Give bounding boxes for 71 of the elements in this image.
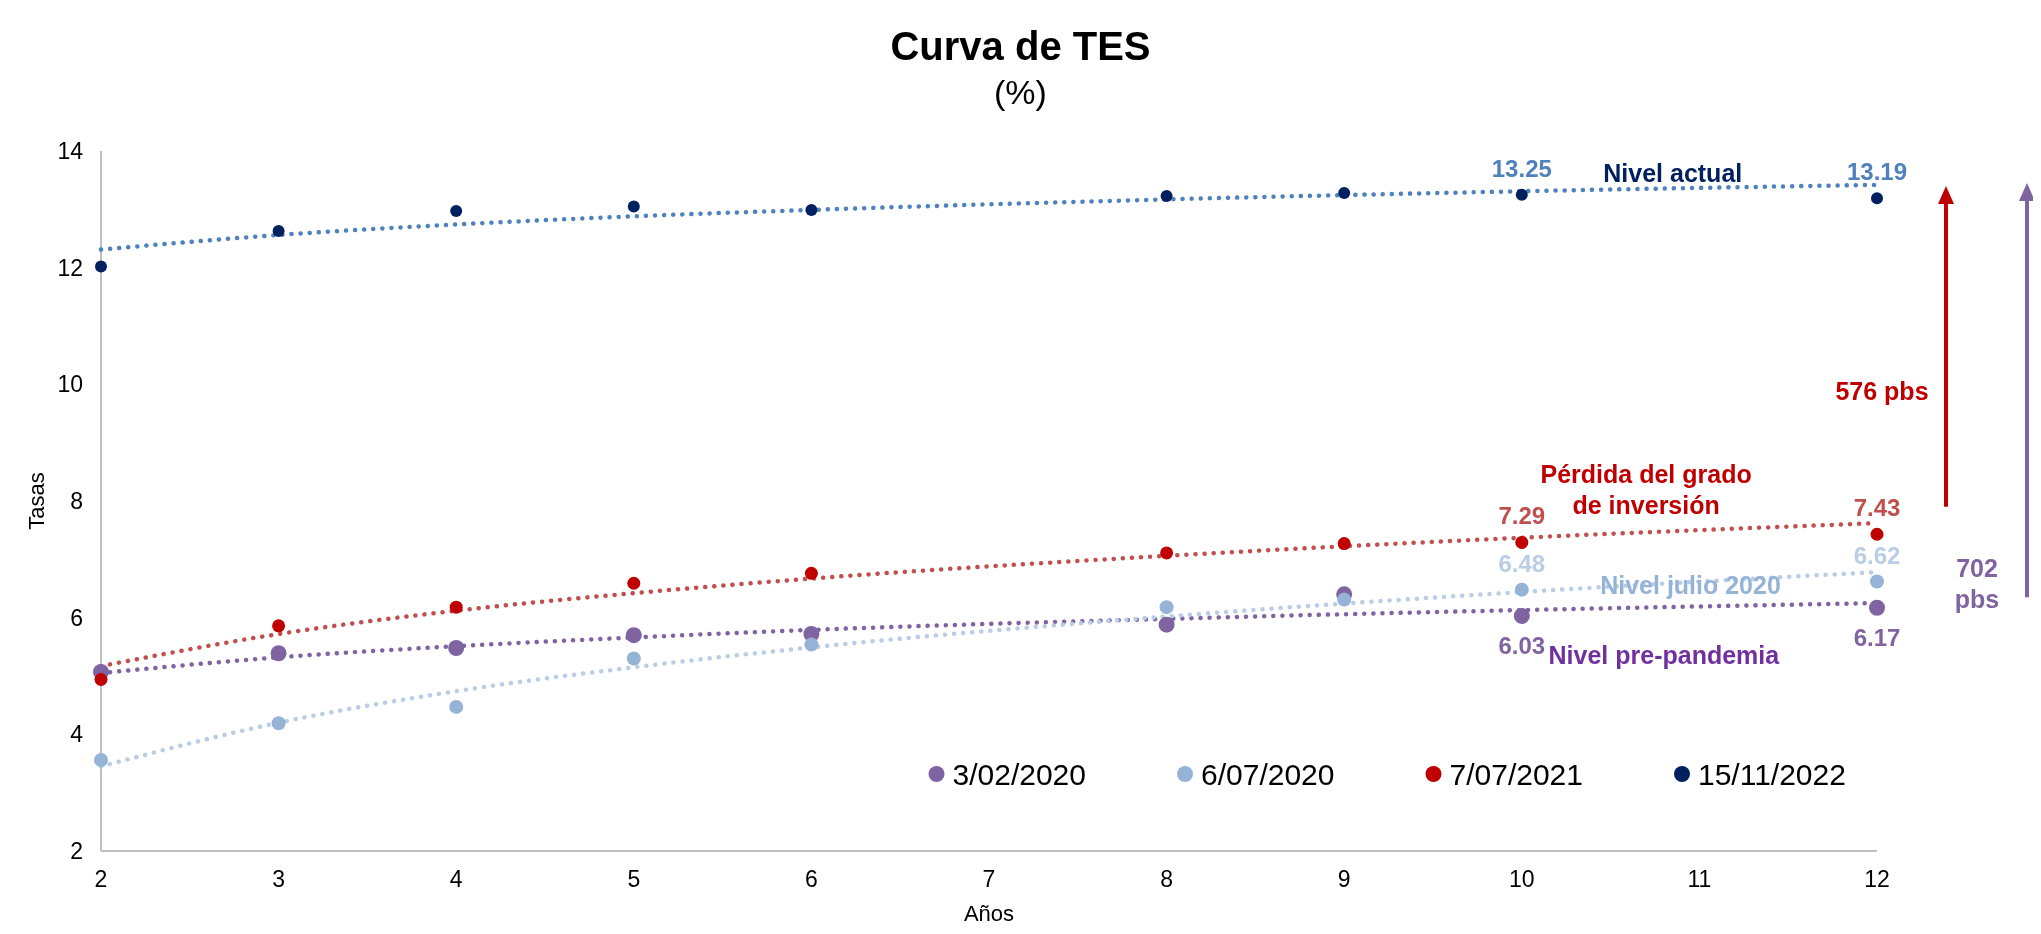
x-tick-label: 7 (982, 866, 996, 892)
y-tick-label: 4 (70, 721, 84, 748)
annotation: Nivel pre-pandemia (1548, 640, 1781, 669)
point (1515, 188, 1528, 201)
point (1515, 535, 1529, 549)
y-axis-title: Tasas (24, 472, 49, 530)
annotation: Nivel julio 2020 (1600, 570, 1781, 599)
point (804, 637, 819, 652)
x-tick-label: 4 (449, 866, 463, 892)
text: 702 pbs (1954, 553, 2000, 613)
x-tick-label: 2 (94, 866, 108, 892)
point (1159, 600, 1174, 615)
point (627, 200, 640, 213)
x-tick-label: 5 (627, 866, 641, 892)
point (272, 224, 285, 237)
data-label: 13.25 (1491, 154, 1552, 182)
data-label: 6.48 (1498, 549, 1546, 577)
point (1869, 599, 1885, 616)
chart-title: Curva de TES (890, 24, 1151, 68)
point (270, 645, 287, 662)
x-tick-label: 11 (1687, 866, 1712, 892)
point (450, 205, 463, 218)
y-tick-label: 8 (70, 488, 83, 514)
data-label: 13.19 (1846, 158, 1908, 186)
y-tick-label: 2 (70, 838, 83, 864)
legend-label: 7/07/2021 (1449, 758, 1583, 791)
point (94, 753, 108, 767)
y-tick-label: 10 (57, 371, 83, 398)
point (94, 673, 108, 686)
data-label: 7.43 (1853, 494, 1901, 522)
point (1158, 616, 1175, 633)
legend-label: 3/02/2020 (952, 758, 1086, 791)
point (1870, 574, 1884, 589)
point (449, 600, 463, 614)
point (1337, 537, 1351, 551)
point (1514, 582, 1529, 597)
x-tick-label: 12 (1864, 866, 1890, 892)
point (448, 640, 465, 656)
annotation: 576 pbs (1835, 377, 1929, 406)
data-label: 6.03 (1498, 631, 1546, 659)
annotation: Nivel actual (1603, 159, 1743, 188)
y-tick-label: 6 (70, 604, 83, 631)
point (804, 566, 818, 580)
x-axis-title: Años (963, 901, 1015, 926)
y-tick-label: 12 (57, 254, 83, 281)
legend-label: 6/07/2020 (1201, 758, 1335, 791)
x-tick-label: 3 (272, 866, 285, 892)
point (805, 203, 818, 216)
point (627, 576, 641, 590)
point (449, 699, 464, 714)
point (1160, 189, 1173, 202)
x-tick-label: 6 (805, 866, 818, 892)
point (271, 716, 286, 731)
data-label: 6.62 (1853, 541, 1901, 569)
point (1513, 607, 1530, 624)
point (626, 651, 641, 666)
point (1870, 527, 1884, 541)
point (625, 627, 642, 644)
legend-label: 15/11/2022 (1698, 758, 1846, 791)
point (1160, 546, 1174, 560)
point (1338, 187, 1351, 199)
x-tick-label: 9 (1337, 866, 1351, 892)
data-label: 6.17 (1853, 623, 1901, 651)
x-tick-label: 8 (1160, 866, 1173, 892)
point (95, 260, 107, 273)
point (272, 619, 286, 633)
y-tick-label: 14 (57, 138, 84, 164)
point (1871, 192, 1883, 205)
point (1337, 592, 1352, 607)
x-tick-label: 10 (1509, 866, 1535, 892)
chart-subtitle: (%) (994, 73, 1047, 111)
